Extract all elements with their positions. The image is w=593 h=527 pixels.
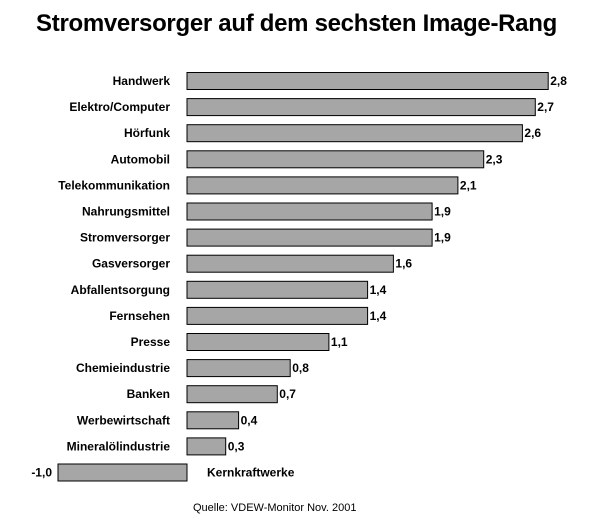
category-label-hoerfunk: Hörfunk — [124, 126, 170, 140]
value-label-hoerfunk: 2,6 — [524, 126, 541, 140]
category-label-abfallentsorgung: Abfallentsorgung — [71, 283, 170, 297]
chart-source: Quelle: VDEW-Monitor Nov. 2001 — [193, 502, 357, 514]
value-label-gasversorger: 1,6 — [395, 257, 412, 271]
value-label-werbewirtschaft: 0,4 — [241, 413, 258, 427]
bar-automobil — [186, 150, 485, 169]
category-label-banken: Banken — [127, 387, 170, 401]
category-label-handwerk: Handwerk — [113, 74, 171, 88]
value-label-chemieindustrie: 0,8 — [292, 361, 309, 375]
value-label-abfallentsorgung: 1,4 — [370, 283, 387, 297]
value-label-telekommunikation: 2,1 — [460, 178, 477, 192]
category-label-fernsehen: Fernsehen — [109, 309, 170, 323]
category-label-gasversorger: Gasversorger — [92, 257, 170, 271]
value-label-elektro-computer: 2,7 — [537, 100, 554, 114]
bar-chemieindustrie — [186, 359, 291, 378]
category-label-chemieindustrie: Chemieindustrie — [76, 361, 170, 375]
value-label-stromversorger: 1,9 — [434, 231, 451, 245]
bar-mineraloelindustrie — [186, 437, 227, 456]
category-label-telekommunikation: Telekommunikation — [58, 178, 170, 192]
value-label-handwerk: 2,8 — [550, 74, 567, 88]
bar-abfallentsorgung — [186, 280, 369, 299]
value-label-nahrungsmittel: 1,9 — [434, 205, 451, 219]
bar-presse — [186, 333, 330, 351]
value-label-kernkraftwerke: -1,0 — [31, 466, 52, 480]
bar-telekommunikation — [186, 176, 459, 195]
bar-werbewirtschaft — [186, 411, 240, 430]
value-label-presse: 1,1 — [331, 335, 348, 349]
category-label-automobil: Automobil — [111, 152, 170, 166]
bar-elektro-computer — [186, 98, 536, 117]
bar-kernkraftwerke — [57, 463, 188, 482]
category-label-stromversorger: Stromversorger — [80, 231, 170, 245]
value-label-fernsehen: 1,4 — [370, 309, 387, 323]
value-label-mineraloelindustrie: 0,3 — [228, 439, 245, 453]
bars-layer — [57, 72, 549, 482]
bar-gasversorger — [186, 254, 394, 273]
bar-hoerfunk — [186, 124, 523, 143]
category-label-werbewirtschaft: Werbewirtschaft — [77, 413, 170, 427]
bar-banken — [186, 385, 278, 404]
labels-layer: Handwerk 2,8 Elektro/Computer 2,7 Hörfunk 2,6… — [31, 74, 567, 480]
bar-nahrungsmittel — [186, 202, 433, 221]
value-label-banken: 0,7 — [279, 387, 296, 401]
category-label-mineraloelindustrie: Mineralölindustrie — [67, 439, 171, 453]
category-label-kernkraftwerke: Kernkraftwerke — [207, 466, 295, 480]
category-label-elektro-computer: Elektro/Computer — [69, 100, 170, 114]
value-label-automobil: 2,3 — [486, 152, 503, 166]
chart-title: Stromversorger auf dem sechsten Image-Ra… — [36, 10, 557, 37]
bar-fernsehen — [186, 306, 369, 325]
bar-stromversorger — [186, 228, 433, 247]
category-label-presse: Presse — [131, 335, 171, 349]
bar-handwerk — [186, 72, 549, 90]
category-label-nahrungsmittel: Nahrungsmittel — [82, 205, 170, 219]
